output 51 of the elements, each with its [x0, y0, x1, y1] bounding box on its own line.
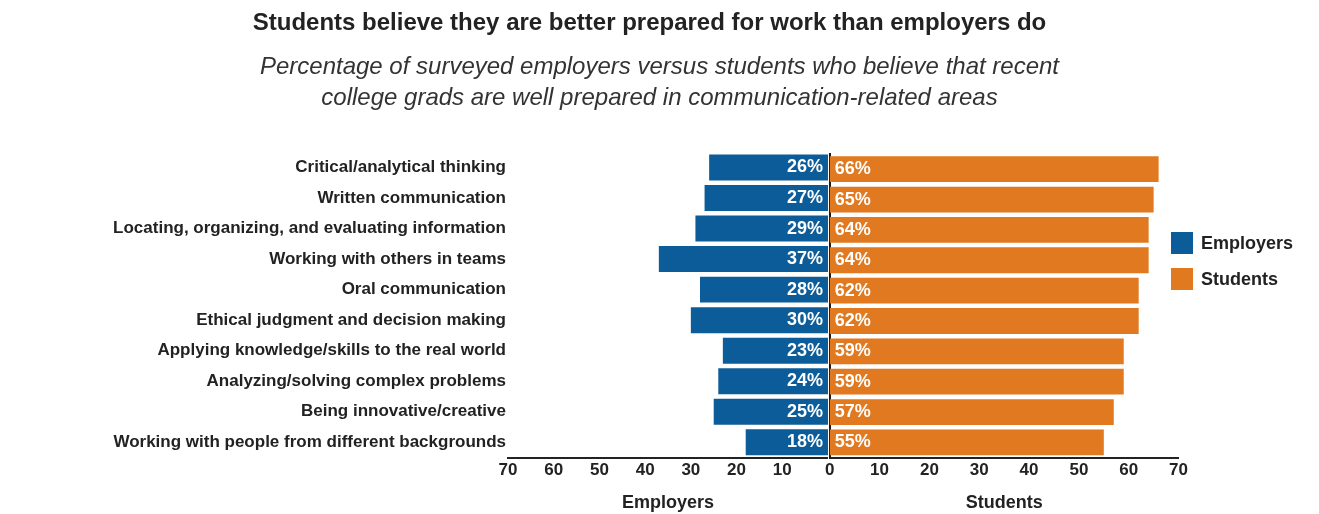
y-tick-label: Ethical judgment and decision making [196, 309, 506, 329]
data-label: 55% [834, 431, 871, 452]
data-label: 62% [834, 279, 871, 300]
data-label: 18% [786, 431, 823, 452]
x-tick-label: 60 [1119, 460, 1139, 480]
y-tick-label: Critical/analytical thinking [295, 157, 506, 177]
chart-title: Students believe they are better prepared for work than employers do [251, 7, 1048, 36]
x-tick-label: 30 [681, 460, 701, 480]
x-tick-label: 30 [969, 460, 989, 480]
y-tick-label: Working with people from different backgrounds [113, 432, 506, 452]
data-label: 57% [834, 401, 871, 422]
data-label: 29% [786, 217, 823, 238]
x-tick-label: 0 [824, 460, 835, 480]
data-label: 66% [834, 158, 871, 179]
x-tick-label: 50 [1069, 460, 1089, 480]
x-tick-label: 40 [1019, 460, 1039, 480]
data-label: 25% [786, 400, 823, 421]
x-tick-label: 70 [1169, 460, 1189, 480]
x-tick-label: 60 [544, 460, 564, 480]
y-tick-label: Oral communication [341, 279, 506, 299]
x-axis-title: Employers [621, 492, 715, 512]
x-tick-label: 70 [498, 460, 518, 480]
legend-label: Employers [1201, 232, 1294, 254]
data-label: 27% [786, 186, 823, 207]
chart-subtitle: Percentage of surveyed employers versus students who believe that recent college grads are well prepared in communication-related areas [258, 51, 1061, 112]
x-tick-label: 40 [635, 460, 655, 480]
legend-label: Students [1201, 268, 1279, 290]
x-tick-label: 10 [870, 460, 890, 480]
x-tick-label: 10 [772, 460, 792, 480]
data-label: 65% [834, 188, 871, 209]
y-tick-label: Analyzing/solving complex problems [206, 370, 506, 390]
data-label: 37% [786, 248, 823, 269]
data-label: 62% [834, 309, 871, 330]
data-label: 28% [786, 278, 823, 299]
y-tick-label: Locating, organizing, and evaluating information [113, 218, 506, 238]
x-tick-label: 50 [589, 460, 609, 480]
y-tick-label: Applying knowledge/skills to the real world [157, 340, 506, 360]
y-tick-label: Being innovative/creative [300, 401, 506, 421]
y-tick-label: Working with others in teams [269, 248, 506, 268]
data-label: 64% [834, 218, 871, 239]
data-label: 26% [786, 156, 823, 177]
data-label: 23% [786, 339, 823, 360]
x-axis-title: Students [965, 492, 1043, 512]
data-label: 24% [786, 370, 823, 391]
data-label: 59% [834, 340, 871, 361]
x-tick-label: 20 [919, 460, 939, 480]
x-tick-label: 20 [727, 460, 747, 480]
data-label: 30% [786, 309, 823, 330]
y-tick-label: Written communication [317, 187, 506, 207]
data-label: 59% [834, 370, 871, 391]
data-label: 64% [834, 249, 871, 270]
